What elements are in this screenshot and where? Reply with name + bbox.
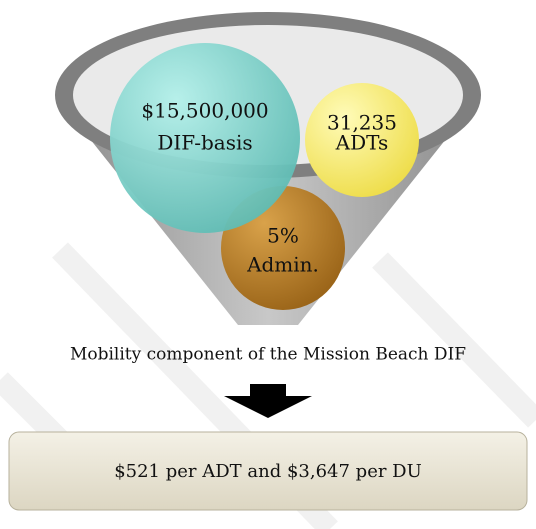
down-arrow bbox=[224, 384, 312, 418]
result-text: $521 per ADT and $3,647 per DU bbox=[114, 461, 422, 482]
circle-label: Admin. bbox=[246, 253, 319, 277]
diagram: $15,500,000 DIF-basis 31,235 ADTs 5% Adm… bbox=[0, 0, 536, 529]
page: $15,500,000 DIF-basis 31,235 ADTs 5% Adm… bbox=[0, 0, 536, 529]
circle-label: DIF-basis bbox=[157, 131, 252, 155]
circle-label: 5% bbox=[267, 224, 299, 248]
caption: Mobility component of the Mission Beach … bbox=[70, 345, 466, 365]
circle-label: $15,500,000 bbox=[141, 99, 268, 123]
circle-label: ADTs bbox=[335, 131, 389, 155]
